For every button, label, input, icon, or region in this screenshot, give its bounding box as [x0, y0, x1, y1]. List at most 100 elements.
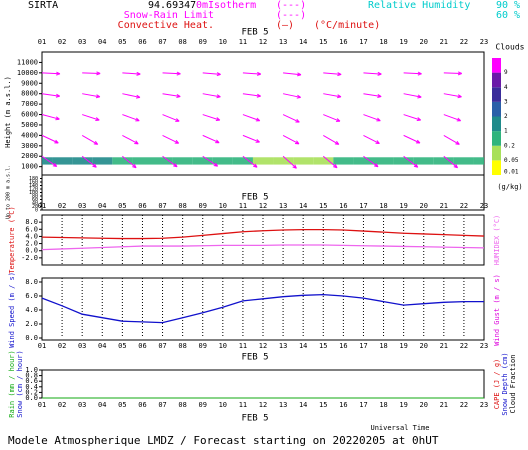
wind-arrow — [122, 93, 141, 99]
wind-arrow — [443, 71, 463, 76]
hour-label: 02 — [58, 401, 66, 409]
hour-label: 17 — [359, 401, 367, 409]
wind-arrow — [323, 134, 340, 145]
wind-arrow — [81, 155, 97, 168]
y-tick-label: 180 — [29, 176, 38, 182]
cloud-cell — [273, 157, 294, 165]
hour-label: 15 — [319, 401, 327, 409]
hour-label: 01 — [38, 38, 46, 46]
series-line — [41, 293, 484, 324]
hour-label: 09 — [199, 38, 207, 46]
y-tick-label: 0.4 — [25, 383, 38, 391]
date-label: FEB 5 — [241, 28, 268, 38]
y-tick-label: 0.6 — [25, 377, 38, 385]
hour-label: 03 — [78, 342, 86, 350]
axis-title: CAPE (J / g) — [493, 359, 501, 410]
wind-arrow — [41, 155, 58, 168]
wind-arrow — [242, 71, 262, 76]
hour-label: 12 — [259, 202, 267, 210]
wind-arrow — [162, 93, 181, 98]
y-tick-label: 100 — [29, 190, 38, 196]
cloud-cell — [353, 157, 374, 165]
colorbar-swatch — [492, 58, 501, 73]
cloud-cell — [52, 157, 73, 165]
hour-label: 21 — [440, 202, 448, 210]
wind-arrow — [41, 71, 61, 76]
y-tick-label: 0.0 — [25, 334, 38, 342]
y-tick-label: 0.0 — [25, 394, 38, 402]
wind-arrow — [122, 71, 141, 76]
y-tick-label: 8000 — [21, 90, 38, 98]
rh-label: Relative Humidity — [368, 0, 470, 11]
cloud-cell — [152, 157, 173, 165]
cloud-cell — [313, 157, 334, 165]
hour-label: 17 — [359, 38, 367, 46]
y-tick-label: 6000 — [21, 111, 38, 119]
wind-arrow — [363, 134, 380, 145]
hour-label: 08 — [178, 401, 186, 409]
y-tick-label: 4.0 — [25, 232, 38, 240]
hour-label: 13 — [279, 401, 287, 409]
wind-arrow — [41, 134, 59, 144]
wind-arrow — [41, 93, 61, 98]
colorbar-swatch — [492, 131, 501, 146]
y-tick-label: 0.8 — [25, 372, 38, 380]
cloud-cell — [232, 157, 253, 165]
colorbar-swatch — [492, 72, 501, 88]
cloud-cell — [433, 157, 454, 165]
axis-title: Snow (cm / hour) — [16, 350, 24, 417]
hour-label: 04 — [98, 342, 106, 350]
coords: 94.69347 — [148, 0, 196, 11]
legend-convective: Convective Heat. — [118, 20, 214, 31]
colorbar-unit: (g/kg) — [497, 183, 522, 191]
wind-arrow — [162, 114, 180, 122]
y-tick-label: 6.0 — [25, 225, 38, 233]
hour-label: 20 — [420, 342, 428, 350]
y-tick-label: 9000 — [21, 79, 38, 87]
wind-arrow — [162, 155, 178, 168]
hour-label: 08 — [178, 202, 186, 210]
hour-label: 04 — [98, 38, 106, 46]
wind-arrow — [403, 93, 422, 99]
cloud-cell — [212, 157, 233, 165]
hour-label: 16 — [339, 401, 347, 409]
cloud-cell — [453, 157, 474, 165]
wind-arrow — [282, 134, 300, 145]
y-tick-label: 10000 — [17, 69, 38, 77]
colorbar-swatch — [492, 116, 501, 132]
hour-label: 03 — [78, 38, 86, 46]
hour-label: 21 — [440, 342, 448, 350]
wind-arrow — [82, 93, 101, 99]
wind-arrow — [242, 134, 260, 143]
date-label: FEB 5 — [241, 353, 268, 363]
y-tick-label: 1.0 — [25, 366, 38, 374]
series-line — [41, 228, 485, 240]
cloud-cell — [293, 157, 314, 165]
y-tick-label: 80 — [32, 194, 38, 200]
hour-label: 23 — [480, 202, 488, 210]
hour-label: 09 — [199, 401, 207, 409]
cloud-cell — [42, 157, 53, 165]
colorbar-swatch — [492, 160, 501, 175]
y-tick-label: 0.0 — [25, 247, 38, 255]
hour-label: 01 — [38, 342, 46, 350]
hour-label: 11 — [239, 401, 247, 409]
wind-arrow — [162, 71, 181, 76]
axis-title: Up to 200 m a.s.l. — [6, 165, 12, 219]
hour-label: 19 — [399, 202, 407, 210]
wind-arrow — [202, 72, 221, 77]
axis-title: Height (m a.s.l.) — [4, 76, 12, 148]
hour-label: 14 — [299, 202, 307, 210]
y-tick-label: 5000 — [21, 121, 38, 129]
wind-arrow — [323, 93, 342, 99]
wind-arrow — [122, 134, 139, 145]
colorbar-swatch — [492, 145, 501, 161]
hour-label: 23 — [480, 38, 488, 46]
y-tick-label: 0 — [35, 208, 38, 214]
hour-label: 15 — [319, 202, 327, 210]
hour-label: 14 — [299, 401, 307, 409]
hour-label: 12 — [259, 401, 267, 409]
cloud-cell — [473, 157, 484, 165]
hour-label: 03 — [78, 202, 86, 210]
series-line — [41, 244, 485, 251]
